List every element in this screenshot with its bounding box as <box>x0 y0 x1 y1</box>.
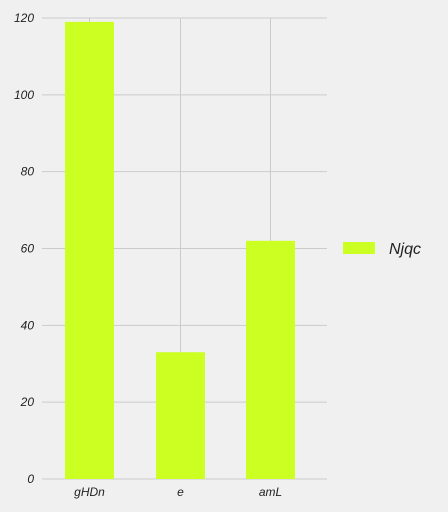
legend-swatch <box>343 242 375 254</box>
y-tick-label: 100 <box>14 88 34 102</box>
y-tick-label: 0 <box>27 472 34 486</box>
x-tick-label: amL <box>259 485 282 499</box>
y-tick-label: 40 <box>21 318 35 332</box>
legend-label: Njqc <box>389 241 421 258</box>
bar-amL <box>246 240 295 479</box>
y-tick-label: 80 <box>21 165 35 179</box>
y-tick-label: 120 <box>14 11 34 25</box>
x-tick-label: gHDn <box>74 485 105 499</box>
legend: Njqc <box>343 241 421 258</box>
y-tick-labels: 0 20 40 60 80 100 120 <box>14 11 34 486</box>
bar-gHDn <box>65 21 114 479</box>
x-tick-labels: gHDn e amL <box>74 485 282 499</box>
x-tick-label: e <box>177 485 184 499</box>
bar-e <box>156 352 205 479</box>
y-tick-label: 60 <box>21 242 35 256</box>
y-tick-label: 20 <box>20 395 35 409</box>
bars <box>65 21 295 479</box>
